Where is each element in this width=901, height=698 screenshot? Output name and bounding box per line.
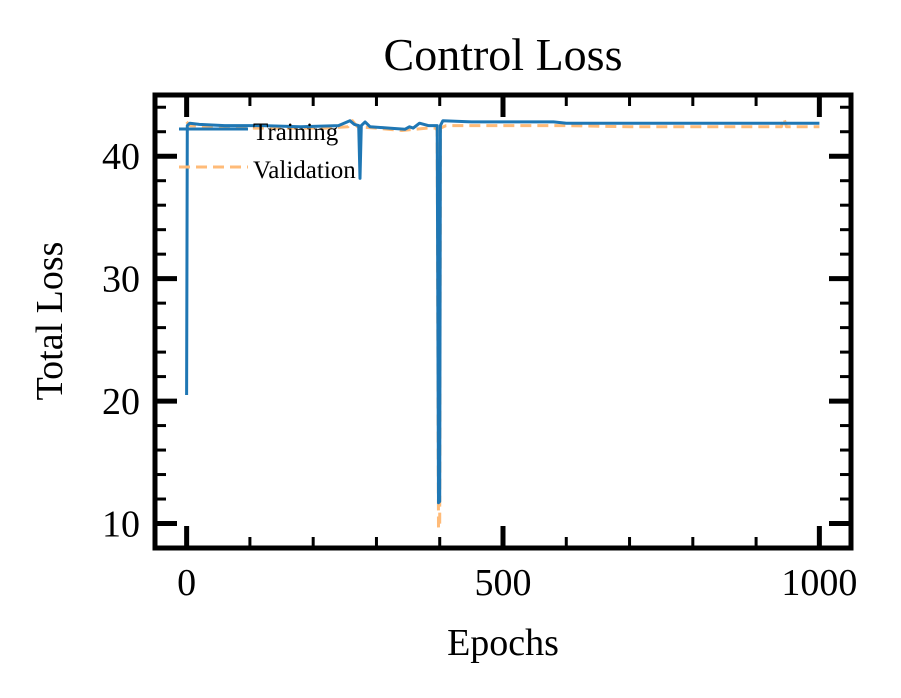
legend-validation-label: Validation — [253, 157, 356, 184]
plot-frame — [152, 92, 854, 551]
x-tick-label: 1000 — [781, 562, 857, 604]
y-tick-label: 20 — [102, 381, 140, 423]
y-tick-label: 10 — [102, 504, 140, 546]
y-axis-label: Total Loss — [29, 242, 71, 401]
legend: Training Validation — [179, 119, 356, 184]
y-tick-label: 30 — [102, 259, 140, 301]
series-training-line — [185, 119, 820, 505]
legend-training-label: Training — [253, 119, 339, 146]
x-axis-label: Epochs — [447, 622, 559, 664]
y-tick-label: 40 — [102, 136, 140, 178]
series-layer — [185, 116, 820, 530]
x-tick-label: 500 — [475, 562, 532, 604]
chart-title: Control Loss — [384, 29, 623, 80]
x-tick-label: 0 — [177, 562, 196, 604]
axis-tick-labels: 0 500 1000 10 20 30 40 — [102, 136, 857, 604]
